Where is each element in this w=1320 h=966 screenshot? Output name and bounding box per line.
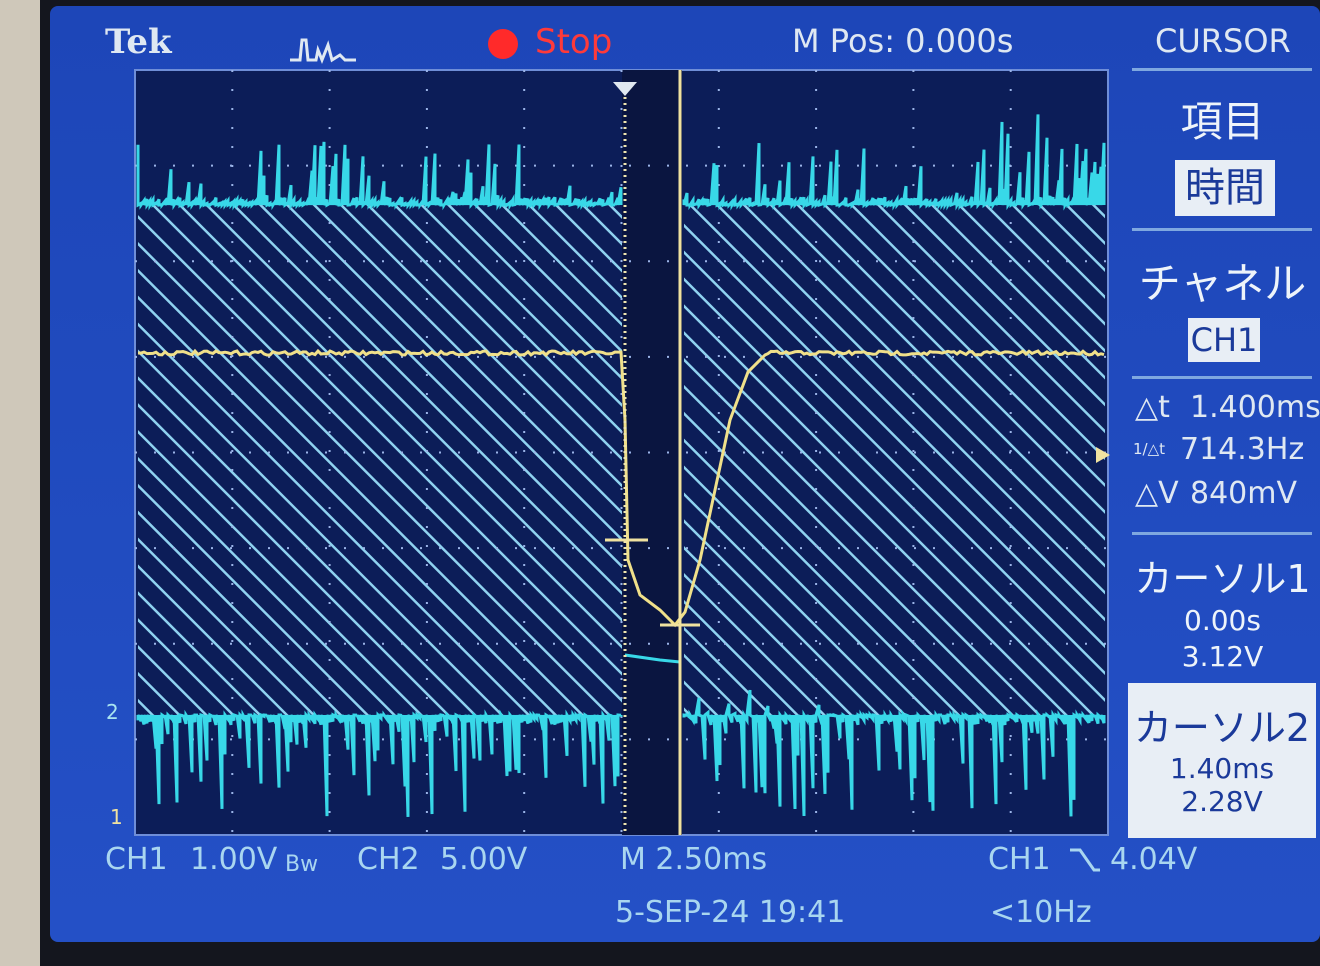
separator xyxy=(1132,376,1312,379)
cursor-2-panel[interactable]: カーソル2 1.40ms 2.28V xyxy=(1128,683,1316,838)
brand: Tek xyxy=(105,22,172,62)
channel-value[interactable]: CH1 xyxy=(1188,318,1260,362)
cursor-label: カーソル2 xyxy=(1128,697,1316,752)
channel-label: チャネル xyxy=(1130,250,1315,311)
screen xyxy=(0,0,1320,966)
separator xyxy=(1132,68,1312,71)
ch2-scale: 5.00V xyxy=(440,842,527,877)
ch1-scale: 1.00V xyxy=(190,842,277,877)
readout-value: 840mV xyxy=(1190,476,1297,511)
readout-value: 1.400ms xyxy=(1190,390,1320,425)
cursor-time: 1.40ms xyxy=(1128,752,1316,785)
cursor-label: カーソル1 xyxy=(1130,548,1315,603)
separator xyxy=(1132,532,1312,535)
cursor-volts: 2.28V xyxy=(1128,785,1316,818)
ch2-marker: 2 xyxy=(106,700,119,724)
separator xyxy=(1132,228,1312,231)
menu-title: CURSOR xyxy=(1155,22,1291,60)
cursor-time: 0.00s xyxy=(1130,604,1315,637)
horizontal-position: M Pos: 0.000s xyxy=(792,22,1013,60)
run-state[interactable]: Stop xyxy=(535,22,612,62)
timebase: M 2.50ms xyxy=(620,842,767,877)
ch1-bandwidth: Bw xyxy=(285,852,318,877)
trigger-source: CH1 xyxy=(988,842,1051,877)
type-value[interactable]: 時間 xyxy=(1175,160,1275,216)
readout-value: 714.3Hz xyxy=(1180,432,1304,467)
readout-label: △t xyxy=(1135,390,1170,425)
type-label: 項目 xyxy=(1130,88,1315,149)
readout-label: 1/△t xyxy=(1133,440,1165,458)
ch2-label: CH2 xyxy=(357,842,420,877)
stop-icon xyxy=(488,29,518,59)
ch1-marker: 1 xyxy=(110,805,123,829)
cursor-volts: 3.12V xyxy=(1130,640,1315,673)
trigger-frequency: <10Hz xyxy=(990,895,1092,930)
ch1-label: CH1 xyxy=(105,842,168,877)
readout-label: △V xyxy=(1135,476,1179,511)
hatch xyxy=(135,205,1108,715)
date-time: 5-SEP-24 19:41 xyxy=(615,895,845,930)
trigger-level: 4.04V xyxy=(1110,842,1197,877)
oscilloscope-screen: Tek Stop M Pos: 0.000s CURSOR 項目 時間 チャネル… xyxy=(0,0,1320,966)
